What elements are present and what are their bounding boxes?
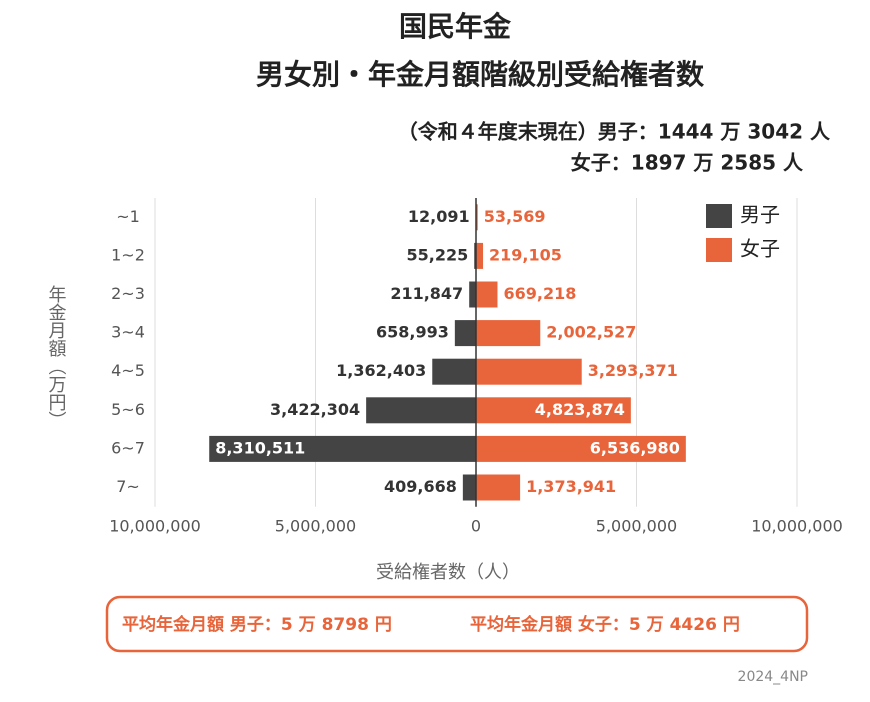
x-tick-label: 0 [471,516,481,535]
y-axis-label: 年金月額（万円） [46,285,67,429]
bar [366,397,476,424]
y-tick-label: 3~4 [111,323,145,342]
bar [454,320,476,347]
value-label: 1,373,941 [526,477,616,496]
chart-title: 国民年金 [399,10,512,43]
value-label: 1,362,403 [336,361,426,380]
value-label: 669,218 [503,284,576,303]
value-label: 4,823,874 [535,400,625,419]
value-label: 2,002,527 [546,323,636,342]
x-tick-label: 5,000,000 [596,516,677,535]
x-tick-label: 10,000,000 [751,516,843,535]
value-label: 8,310,511 [215,438,305,457]
legend-label: 男子 [740,203,780,227]
bar [476,435,686,462]
value-label: 409,668 [384,477,457,496]
legend-swatch [706,204,732,228]
y-tick-label: 2~3 [111,284,145,303]
bar [432,358,476,385]
value-label: 53,569 [484,207,546,226]
value-label: 12,091 [408,207,470,226]
y-tick-label: 1~2 [111,245,145,264]
value-label: 6,536,980 [590,438,680,457]
y-tick-label: 6~7 [111,438,145,457]
x-tick-label: 5,000,000 [275,516,356,535]
annotation: 平均年金月額 男子：5 万 8798 円 [122,614,392,635]
bar [476,204,478,231]
x-tick-label: 10,000,000 [109,516,201,535]
value-label: 3,422,304 [270,400,360,419]
value-label: 3,293,371 [588,361,678,380]
bar [476,358,582,385]
note: 女子：1897 万 2585 人 [571,151,804,175]
bar [209,435,476,462]
legend-swatch [706,238,732,262]
source: 2024_4NP [738,669,808,685]
y-tick-label: 5~6 [111,400,145,419]
y-tick-label: 7~ [116,477,140,496]
bar [469,281,476,308]
annotation: 平均年金月額 女子：5 万 4426 円 [470,614,740,635]
chart-subtitle: 男女別・年金月額階級別受給権者数 [256,58,705,91]
value-label: 55,225 [406,245,468,264]
bar [476,397,631,424]
bar [476,242,484,269]
bar [476,474,521,501]
value-label: 211,847 [390,284,463,303]
bar [474,242,476,269]
bar [476,320,541,347]
legend-label: 女子 [740,237,780,261]
bar [476,281,498,308]
y-tick-label: 4~5 [111,361,145,380]
value-label: 658,993 [376,323,449,342]
x-axis-label: 受給権者数（人） [376,562,520,583]
value-label: 219,105 [489,245,562,264]
annotation-box [105,595,809,653]
bar [462,474,476,501]
note: （令和４年度末現在）男子：1444 万 3042 人 [398,120,831,144]
y-tick-label: ~1 [116,207,140,226]
